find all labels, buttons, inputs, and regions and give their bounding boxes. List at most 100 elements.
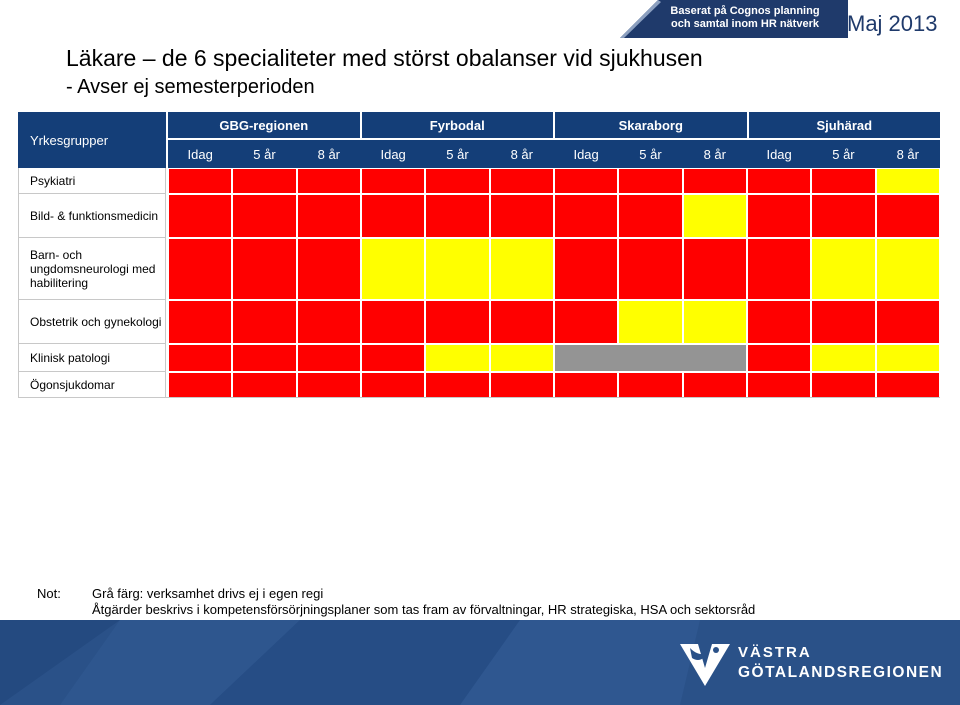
heatmap-cell (361, 300, 426, 344)
heatmap-cell (425, 300, 490, 344)
heatmap-cell (232, 194, 297, 238)
note-line-2: Åtgärder beskrivs i kompetensförsörjning… (92, 602, 756, 617)
heatmap-cell (489, 194, 554, 238)
period-header: 8 år (510, 146, 533, 162)
vgr-logo-text: VÄSTRA GÖTALANDSREGIONEN (738, 643, 943, 683)
heatmap-cell (747, 372, 812, 398)
period-header: Idag (187, 146, 213, 162)
source-line-1: Baserat på Cognos planning (670, 5, 820, 17)
period-header: 5 år (639, 146, 662, 162)
heatmap-cell (296, 344, 361, 372)
period-header: Idag (766, 146, 792, 162)
heatmap-cell (361, 194, 426, 238)
heatmap-cell (875, 168, 940, 194)
period-header: 8 år (317, 146, 341, 162)
heatmap-cell (232, 300, 297, 344)
heatmap-cell (361, 168, 426, 194)
heatmap-cell (361, 372, 426, 398)
heatmap-cell (682, 238, 747, 300)
heatmap-cell (811, 238, 876, 300)
heatmap-cell (811, 194, 876, 238)
title-block: Läkare – de 6 specialiteter med störst o… (66, 44, 703, 100)
corner-header: Yrkesgrupper (18, 112, 166, 168)
source-line-2: och samtal inom HR nätverk (671, 18, 819, 30)
heatmap-cell (554, 344, 747, 372)
heatmap-cell (554, 300, 619, 344)
heatmap-cell (554, 194, 619, 238)
heatmap-cell (875, 194, 940, 238)
heatmap-cell (168, 238, 233, 300)
heatmap-cell (682, 372, 747, 398)
heatmap-cell (296, 194, 361, 238)
heatmap-cell (875, 300, 940, 344)
heatmap-cell (489, 238, 554, 300)
page-subtitle: - Avser ej semesterperioden (66, 76, 315, 98)
heatmap-cell (232, 238, 297, 300)
heatmap-cell (425, 372, 490, 398)
row-label: Bild- & funktionsmedicin (18, 194, 166, 238)
heatmap-cell (747, 168, 812, 194)
note-label: Not: (37, 586, 61, 601)
heatmap-cell (232, 168, 297, 194)
note-line-1: Grå färg: verksamhet drivs ej i egen reg… (92, 586, 324, 601)
heatmap-cell (811, 372, 876, 398)
heatmap-cell (875, 344, 940, 372)
heatmap-cell (168, 344, 233, 372)
heatmap-cell (875, 372, 940, 398)
source-tag: Baserat på Cognos planning och samtal in… (620, 0, 848, 38)
region-header: Sjuhärad (816, 117, 873, 133)
heatmap-cell (554, 238, 619, 300)
heatmap-cell (425, 238, 490, 300)
note-text: Grå färg: verksamhet drivs ej i egen reg… (92, 586, 755, 618)
heatmap-cell (682, 194, 747, 238)
heatmap-cell (554, 372, 619, 398)
row-label: Klinisk patologi (18, 344, 166, 372)
region-header: Fyrbodal (362, 112, 555, 138)
source-text: Baserat på Cognos planning och samtal in… (650, 5, 840, 31)
heatmap-cell (168, 372, 233, 398)
heatmap-cell (489, 372, 554, 398)
footer-waves (0, 620, 700, 705)
page-title: Läkare – de 6 specialiteter med störst o… (66, 45, 703, 71)
footer-band (0, 620, 960, 705)
period-header-row: Idag 5 år 8 år Idag 5 år 8 år Idag 5 år 8 år Idag… (168, 140, 940, 168)
heatmap-cell (168, 300, 233, 344)
heatmap-cell (747, 194, 812, 238)
heatmap-cell (296, 168, 361, 194)
heatmap-cell (618, 300, 683, 344)
row-label: Ögonsjukdomar (18, 372, 166, 398)
heatmap-cell (811, 168, 876, 194)
heatmap-grid (168, 168, 940, 398)
source-tag-shape (620, 0, 848, 38)
period-header: Idag (380, 146, 406, 162)
heatmap-cell (425, 194, 490, 238)
heatmap-cell (554, 168, 619, 194)
heatmap-cell (232, 372, 297, 398)
period-header: Idag (573, 146, 599, 162)
vgr-logo-icon (676, 640, 734, 695)
heatmap-cell (361, 238, 426, 300)
heatmap-cell (168, 194, 233, 238)
report-date: Maj 2013 (847, 11, 938, 36)
logo-line-1: VÄSTRA (738, 644, 812, 661)
heatmap-cell (232, 344, 297, 372)
heatmap-cell (682, 168, 747, 194)
heatmap-cell (747, 300, 812, 344)
heatmap-cell (618, 194, 683, 238)
heatmap-cell (296, 372, 361, 398)
period-header: 5 år (446, 146, 469, 162)
heatmap-cell (618, 372, 683, 398)
specialty-table: Yrkesgrupper GBG-regionen Fyrbodal Skarabo… (18, 112, 940, 398)
heatmap-cell (618, 238, 683, 300)
heatmap-cell (875, 238, 940, 300)
row-label: Psykiatri (18, 168, 166, 194)
heatmap-cell (682, 300, 747, 344)
heatmap-cell (296, 300, 361, 344)
row-label: Obstetrik och gynekologi (18, 300, 166, 344)
period-header: 8 år (896, 146, 919, 162)
heatmap-cell (489, 168, 554, 194)
heatmap-cell (296, 238, 361, 300)
region-header-row: GBG-regionen Fyrbodal Skaraborg Sjuhärad (168, 112, 940, 138)
period-header: 5 år (832, 146, 855, 162)
heatmap-cell (425, 344, 490, 372)
